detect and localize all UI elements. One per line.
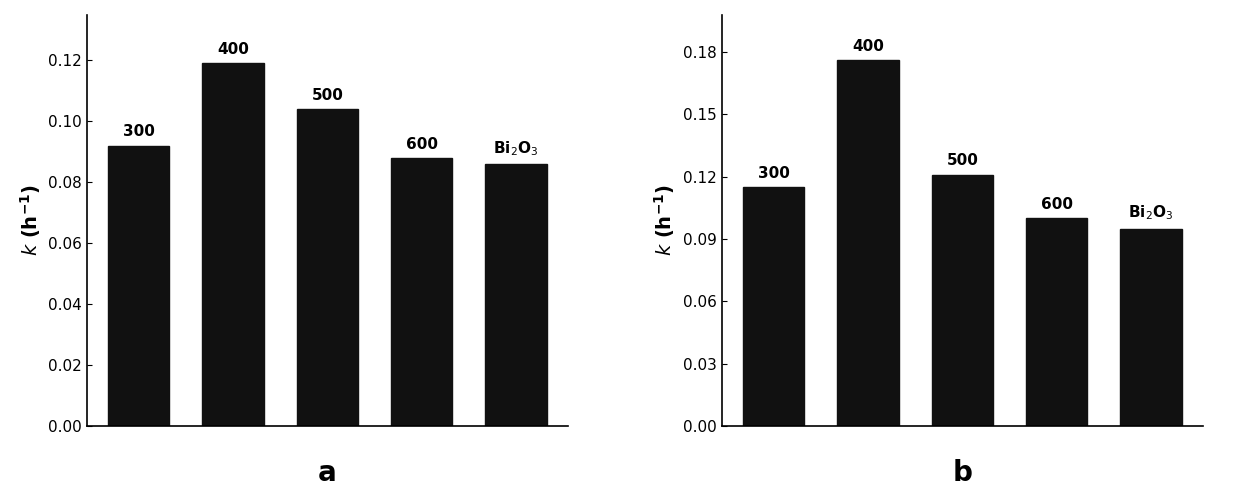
Bar [1120,228,1182,426]
Text: Bi$_2$O$_3$: Bi$_2$O$_3$ [1128,204,1173,222]
Text: 400: 400 [852,39,884,54]
Bar [391,158,453,426]
Text: 500: 500 [946,153,978,168]
Text: Bi$_2$O$_3$: Bi$_2$O$_3$ [494,139,538,158]
Y-axis label: $\mathit{k}$ ($\mathbf{h^{-1}}$): $\mathit{k}$ ($\mathbf{h^{-1}}$) [17,184,42,256]
Text: 500: 500 [311,88,343,103]
Bar [108,146,170,426]
Bar [485,164,547,426]
Text: 600: 600 [1040,197,1073,212]
Text: 400: 400 [217,42,249,57]
Text: 300: 300 [123,124,155,139]
Bar [202,63,264,426]
Y-axis label: $\mathit{k}$ ($\mathbf{h^{-1}}$): $\mathit{k}$ ($\mathbf{h^{-1}}$) [652,184,677,256]
Bar [743,187,805,426]
Bar [1025,218,1087,426]
Text: b: b [952,459,972,484]
Bar [296,109,358,426]
Bar [931,175,993,426]
Text: 600: 600 [405,136,438,151]
Text: a: a [317,459,337,484]
Bar [837,60,899,426]
Text: 300: 300 [758,166,790,181]
